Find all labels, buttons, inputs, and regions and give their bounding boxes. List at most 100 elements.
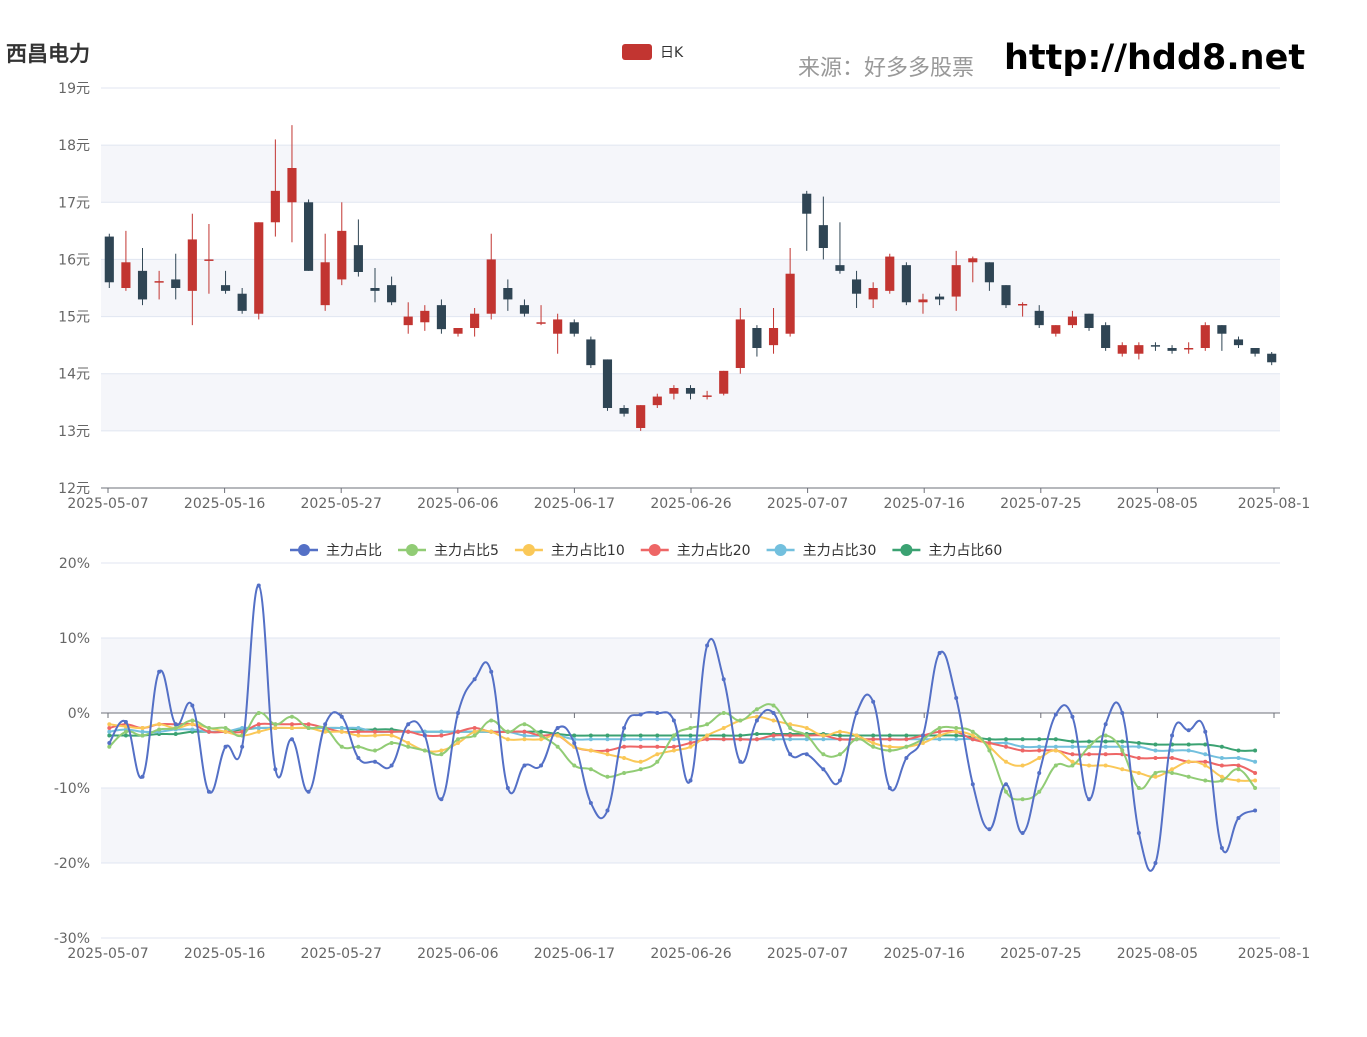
candle <box>104 233 114 288</box>
ratio-point <box>389 733 394 738</box>
candle-body <box>702 395 712 397</box>
candle-body <box>901 265 911 303</box>
kline-x-tick-label: 2025-06-17 <box>534 496 615 512</box>
kline-x-tick-label: 2025-07-16 <box>884 496 965 512</box>
candle-body <box>1101 325 1111 348</box>
legend-item-0[interactable]: 主力占比 <box>290 543 382 559</box>
candle-body <box>752 328 762 348</box>
candle-body <box>885 256 895 291</box>
candle <box>802 190 812 251</box>
ratio-point <box>622 744 627 749</box>
ratio-point <box>1037 771 1042 775</box>
ratio-point <box>671 748 676 753</box>
ratio-point <box>1004 759 1009 764</box>
ratio-point <box>472 733 477 738</box>
candle <box>387 276 397 306</box>
ratio-point <box>522 737 527 742</box>
legend-label[interactable]: 主力占比 <box>326 543 382 559</box>
ratio-point <box>1053 737 1058 742</box>
ratio-point <box>306 722 311 727</box>
ratio-point <box>1186 774 1191 779</box>
candle-body <box>121 262 131 288</box>
ratio-point <box>273 767 278 772</box>
kline-y-tick-label: 16元 <box>58 252 90 268</box>
ratio-point <box>505 786 510 790</box>
ratio-point <box>1153 771 1158 775</box>
candle-body <box>851 279 862 294</box>
ratio-point <box>854 711 859 715</box>
candle <box>1250 348 1260 357</box>
candle-body <box>835 265 845 271</box>
ratio-point <box>854 733 859 738</box>
ratio-point <box>821 733 826 738</box>
ratio-point <box>788 726 793 730</box>
ratio-point <box>721 737 726 742</box>
ratio-point <box>256 583 261 588</box>
ratio-point <box>871 733 876 738</box>
candle-body <box>1134 345 1144 354</box>
ratio-point <box>489 729 494 734</box>
ratio-point <box>1153 861 1158 865</box>
ratio-point <box>256 729 261 734</box>
candle <box>503 279 513 311</box>
legend-kline-swatch[interactable] <box>622 44 652 60</box>
ratio-point <box>1253 771 1258 775</box>
candle-body <box>951 265 961 297</box>
candle-body <box>486 259 496 314</box>
ratio-point <box>688 744 693 749</box>
candle <box>420 305 430 331</box>
ratio-point <box>1120 711 1125 715</box>
ratio-point <box>920 741 925 745</box>
ratio-point <box>256 711 261 715</box>
legend-kline-label[interactable]: 日K <box>660 45 684 61</box>
candle <box>320 233 330 311</box>
candle-body <box>420 310 430 323</box>
candle <box>137 248 148 306</box>
ratio-point <box>173 722 178 727</box>
ratio-point <box>140 733 145 738</box>
candle-body <box>287 168 297 203</box>
ratio-point <box>422 748 427 753</box>
kline-y-tick-label: 17元 <box>58 195 90 211</box>
candle-body <box>187 239 197 291</box>
ratio-point <box>223 729 228 734</box>
ratio-point <box>821 737 826 742</box>
candle <box>486 233 496 320</box>
ratio-point <box>472 729 477 734</box>
ratio-point <box>970 737 975 742</box>
candle-body <box>320 262 330 306</box>
ratio-point <box>904 737 909 742</box>
candle-body <box>918 299 928 303</box>
source-label: 来源：好多多股票 <box>798 56 975 81</box>
ratio-point <box>107 729 112 734</box>
candle <box>935 293 945 306</box>
kline-legend[interactable]: 日K <box>622 44 684 61</box>
ratio-point <box>638 744 643 749</box>
legend-label[interactable]: 主力占比20 <box>677 543 751 559</box>
legend-item-2[interactable]: 主力占比10 <box>514 543 625 559</box>
ratio-point <box>539 763 544 768</box>
legend-item-3[interactable]: 主力占比20 <box>640 543 751 559</box>
legend-label[interactable]: 主力占比30 <box>803 543 877 559</box>
ratio-point <box>1219 774 1224 779</box>
ratio-point <box>1070 714 1075 719</box>
legend-label[interactable]: 主力占比60 <box>928 543 1002 559</box>
site-url[interactable]: http://hdd8.net <box>1004 38 1306 78</box>
legend-item-1[interactable]: 主力占比5 <box>398 543 499 559</box>
ratio-point <box>107 722 112 727</box>
ratio-point <box>871 699 876 704</box>
ratio-series-1 <box>107 703 1258 802</box>
ratio-point <box>854 737 859 742</box>
ratio-point <box>887 737 892 742</box>
legend-item-5[interactable]: 主力占比60 <box>892 543 1002 559</box>
ratio-point <box>837 729 842 734</box>
ratio-point <box>1087 752 1092 757</box>
ratio-x-axis: 2025-05-07 2025-05-16 2025-05-27 2025-06-06… <box>67 712 1310 962</box>
ratio-point <box>754 732 759 736</box>
kline-y-tick-label: 18元 <box>58 138 90 154</box>
legend-item-4[interactable]: 主力占比30 <box>766 543 877 559</box>
legend-label[interactable]: 主力占比10 <box>551 543 625 559</box>
legend-label[interactable]: 主力占比5 <box>434 543 499 559</box>
candle <box>453 328 463 337</box>
candle <box>1217 325 1227 351</box>
